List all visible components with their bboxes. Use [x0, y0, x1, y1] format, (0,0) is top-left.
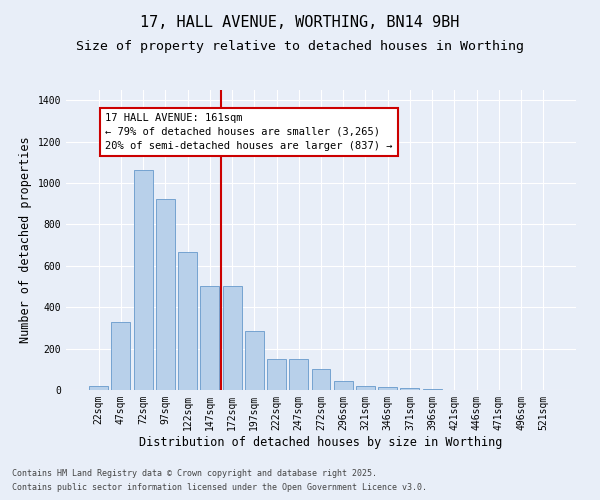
- Text: Contains public sector information licensed under the Open Government Licence v3: Contains public sector information licen…: [12, 484, 427, 492]
- Bar: [156, 198, 175, 390]
- Bar: [356, 386, 375, 390]
- Y-axis label: Number of detached properties: Number of detached properties: [19, 136, 32, 344]
- Text: 17 HALL AVENUE: 161sqm
← 79% of detached houses are smaller (3,265)
20% of semi-: 17 HALL AVENUE: 161sqm ← 79% of detached…: [106, 113, 393, 151]
- X-axis label: Distribution of detached houses by size in Worthing: Distribution of detached houses by size …: [139, 436, 503, 448]
- Bar: [200, 286, 219, 390]
- Bar: [89, 386, 108, 390]
- Bar: [112, 322, 130, 390]
- Text: Contains HM Land Registry data © Crown copyright and database right 2025.: Contains HM Land Registry data © Crown c…: [12, 468, 377, 477]
- Text: Size of property relative to detached houses in Worthing: Size of property relative to detached ho…: [76, 40, 524, 53]
- Bar: [267, 359, 286, 390]
- Bar: [245, 331, 264, 390]
- Bar: [223, 286, 242, 390]
- Bar: [400, 388, 419, 390]
- Bar: [334, 380, 353, 390]
- Text: 17, HALL AVENUE, WORTHING, BN14 9BH: 17, HALL AVENUE, WORTHING, BN14 9BH: [140, 15, 460, 30]
- Bar: [178, 252, 197, 390]
- Bar: [134, 170, 152, 390]
- Bar: [289, 359, 308, 390]
- Bar: [378, 387, 397, 390]
- Bar: [311, 370, 331, 390]
